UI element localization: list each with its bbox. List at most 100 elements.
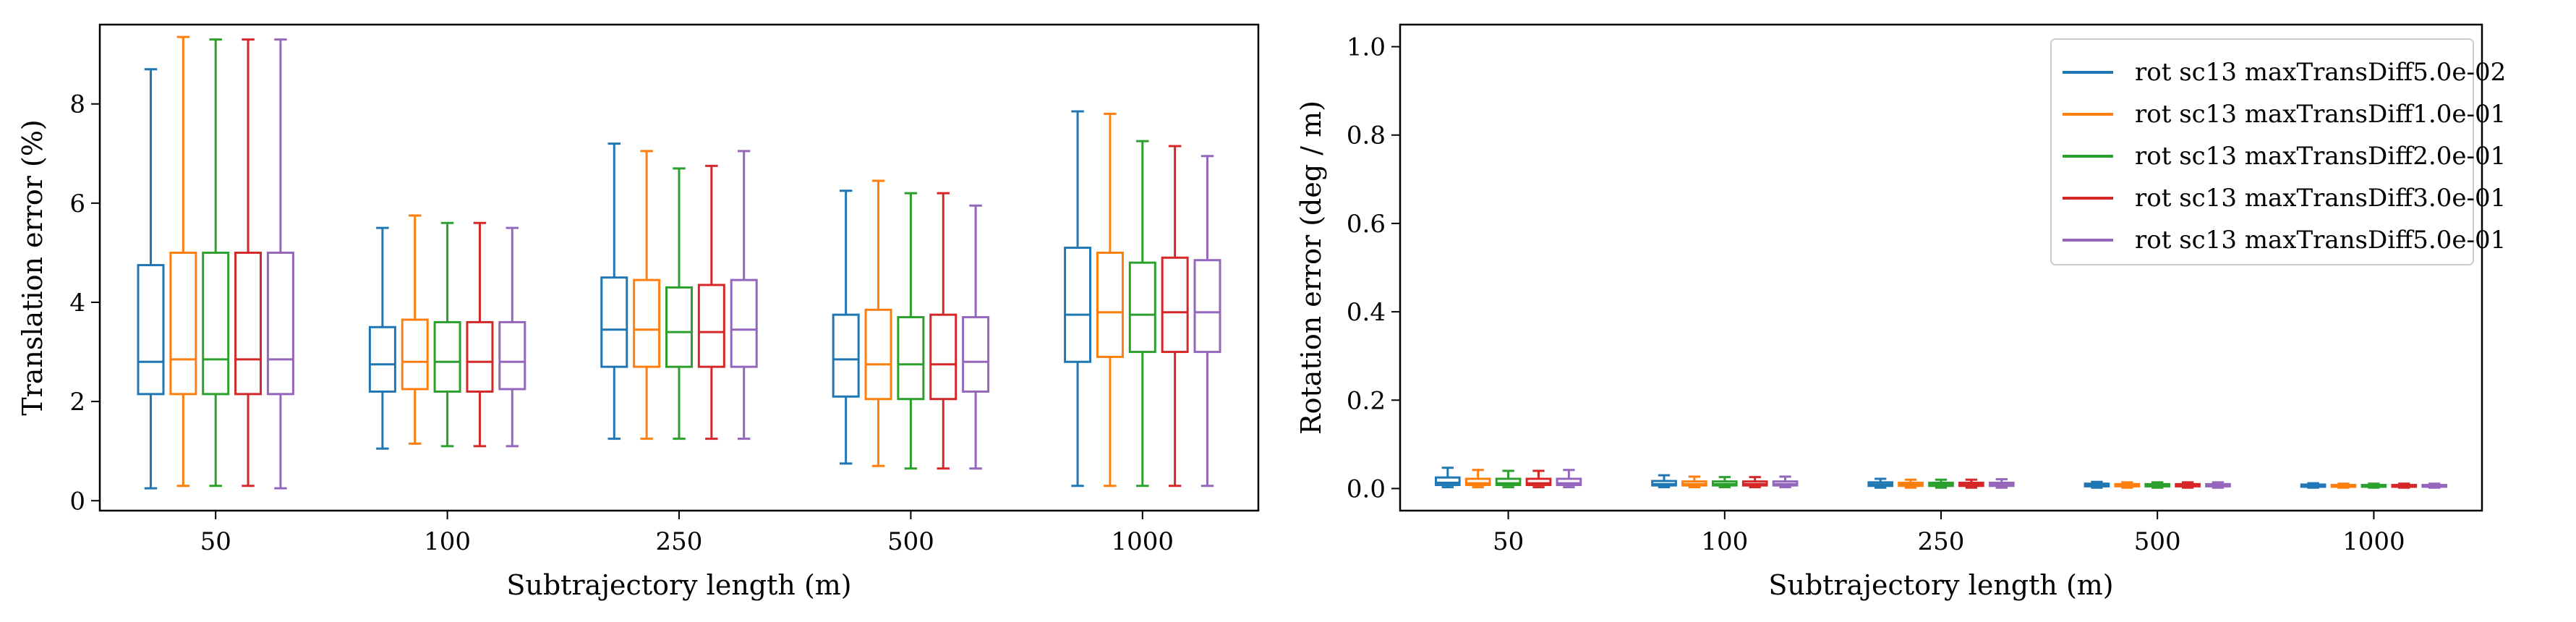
x-tick-label: 1000 [1112,527,1174,556]
y-axis-label: Rotation error (deg / m) [1295,101,1327,435]
box [466,320,494,393]
box [864,308,892,401]
box-plot-1000-series-4 [2421,482,2448,489]
x-tick-label: 100 [424,527,471,556]
box-plot-250-series-2 [1928,478,1954,489]
box [1434,476,1461,487]
box-plot-50-series-3 [234,38,263,487]
x-tick-label: 50 [1493,527,1524,556]
box-plot-250-series-3 [1958,478,1984,489]
legend-frame [2050,38,2474,265]
box-plot-500-series-0 [832,189,860,465]
rotation-error-panel: 0.0 0.2 0.4 0.6 0.8 1.0 50 100 250 500 1000 Subtraj… [1295,23,2506,601]
box-plot-500-series-3 [2175,481,2201,489]
box [600,276,628,368]
box-plot-100-series-2 [433,221,461,448]
box-plot-100-series-1 [401,214,429,445]
box-plot-100-series-0 [368,226,396,450]
box [697,284,725,368]
y-tick-label: 0.2 [1347,386,1386,415]
box-plot-50-series-1 [1464,469,1491,489]
box-plot-100-series-2 [1711,476,1738,489]
y-tick-label: 0.6 [1347,210,1386,239]
box-plot-50-series-0 [1434,466,1461,489]
box [1464,477,1491,487]
box-plot-500-series-2 [2144,481,2171,489]
box-plot-1000-series-3 [2391,482,2418,489]
box [665,286,693,368]
y-tick-label: 2 [69,388,85,417]
y-tick-label: 0.4 [1347,298,1386,327]
legend-entry: rot sc13 maxTransDiff1.0e-01 [2135,100,2506,129]
plot-frame [1399,23,2483,512]
box [1096,251,1124,358]
box-plot-500-series-4 [962,204,990,470]
box [962,316,990,393]
x-axis-label: Subtrajectory length (m) [506,569,851,601]
box [897,316,925,401]
box [202,251,230,396]
box-plot-250-series-4 [730,150,758,440]
box-plot-250-series-3 [697,164,725,440]
box-plot-50-series-2 [1495,469,1522,489]
box-plot-100-series-0 [1651,474,1677,489]
box [401,318,429,391]
box-plot-500-series-4 [2205,481,2231,489]
box-plot-250-series-4 [1988,478,2015,489]
box [137,264,165,396]
x-tick-label: 1000 [2342,527,2405,556]
box-plot-1000-series-2 [2360,482,2387,489]
box-plot-250-series-0 [600,142,628,440]
box [832,313,860,398]
x-axis-label: Subtrajectory length (m) [1768,569,2113,601]
box [1064,247,1092,363]
box-plot-50-series-0 [137,68,165,490]
box-plot-50-series-4 [1556,469,1582,489]
y-tick-label: 4 [69,289,85,318]
y-tick-label: 6 [69,189,85,218]
y-tick-label: 0.0 [1347,474,1386,503]
legend-entry: rot sc13 maxTransDiff3.0e-01 [2135,184,2506,213]
box-plot-100-series-4 [1772,475,1799,489]
y-axis-label: Translation error (%) [17,119,48,416]
y-tick-label: 8 [69,90,85,119]
legend: rot sc13 maxTransDiff5.0e-02 rot sc13 max… [2050,38,2506,265]
box-plot-250-series-1 [633,150,661,440]
box-plot-1000-series-0 [2300,482,2326,489]
box [730,278,758,368]
x-tick-label: 250 [656,527,703,556]
box [1193,259,1221,354]
box [266,251,294,396]
translation-error-panel: 0 2 4 6 8 50 100 250 500 1000 Subtrajectory length… [17,23,1260,601]
box-plot-500-series-1 [2114,481,2141,489]
box-plot-1000-series-1 [1096,112,1124,487]
legend-entry: rot sc13 maxTransDiff5.0e-02 [2135,58,2506,87]
box [1556,477,1582,487]
x-tick-label: 500 [2134,527,2181,556]
box-plot-100-series-3 [1741,476,1768,489]
box-plot-1000-series-3 [1161,145,1189,487]
box [169,251,197,396]
y-tick-label: 1.0 [1347,33,1386,62]
box-plot-50-series-4 [266,38,294,490]
x-tick-label: 100 [1701,527,1748,556]
x-tick-label: 50 [200,527,231,556]
box-plot-250-series-0 [1867,477,1894,489]
box-plot-1000-series-2 [1128,140,1156,487]
box-plot-1000-series-4 [1193,155,1221,487]
box [929,313,958,401]
box-plot-250-series-1 [1898,478,1924,489]
box [234,251,263,396]
box-plot-50-series-3 [1525,469,1552,489]
x-tick-label: 250 [1918,527,1965,556]
box [498,320,526,391]
box-plot-500-series-3 [929,192,958,470]
box-plot-50-series-1 [169,35,197,487]
box-plot-500-series-0 [2084,480,2110,489]
box [1525,477,1552,487]
box-plot-100-series-1 [1681,475,1707,489]
box-plot-1000-series-1 [2330,482,2357,489]
box-plot-1000-series-0 [1064,110,1092,487]
x-tick-label: 500 [887,527,934,556]
